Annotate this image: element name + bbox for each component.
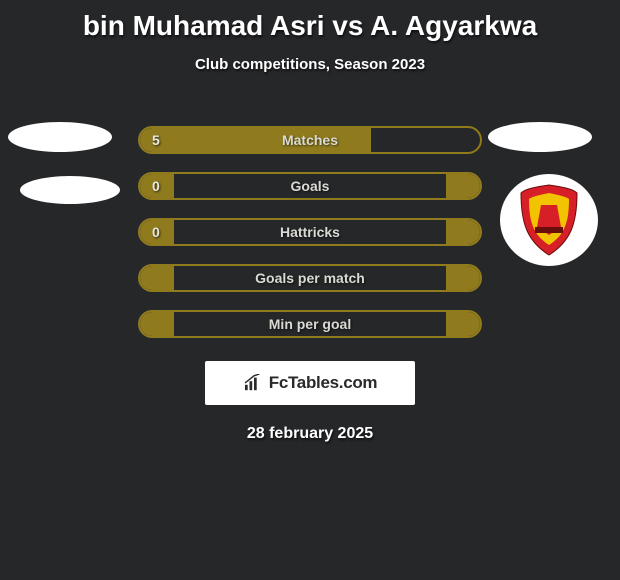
stat-bar-fill-right [446, 266, 480, 290]
stat-bar-fill-left [140, 266, 174, 290]
stat-row-matches: 5 Matches [0, 117, 620, 163]
stat-bar-fill-right [446, 174, 480, 198]
stat-left-value: 0 [152, 178, 160, 194]
date-label: 28 february 2025 [0, 425, 620, 443]
page-title: bin Muhamad Asri vs A. Agyarkwa [0, 0, 620, 42]
stat-left-value: 5 [152, 132, 160, 148]
stat-label: Goals per match [255, 270, 365, 286]
stat-bar-track: Matches [138, 126, 482, 154]
stat-label: Hattricks [280, 224, 340, 240]
subtitle: Club competitions, Season 2023 [0, 56, 620, 73]
branding-text: FcTables.com [269, 373, 378, 393]
stat-label: Matches [282, 132, 338, 148]
stat-row-goals-per-match: Goals per match [0, 255, 620, 301]
branding-badge[interactable]: FcTables.com [205, 361, 415, 405]
stat-bar-track: Goals per match [138, 264, 482, 292]
stat-row-goals: 0 Goals [0, 163, 620, 209]
stat-bar-fill-right [446, 312, 480, 336]
stat-bar-fill-left [140, 312, 174, 336]
stat-label: Min per goal [269, 316, 351, 332]
stat-row-min-per-goal: Min per goal [0, 301, 620, 347]
stat-label: Goals [291, 178, 330, 194]
branding-chart-icon [243, 374, 265, 392]
stat-bar-fill-right [446, 220, 480, 244]
stat-bar-track: Goals [138, 172, 482, 200]
stat-left-value: 0 [152, 224, 160, 240]
stats-section: 5 Matches 0 Goals 0 Hattricks Goal [0, 117, 620, 347]
stat-bar-track: Hattricks [138, 218, 482, 246]
stat-bar-track: Min per goal [138, 310, 482, 338]
stat-row-hattricks: 0 Hattricks [0, 209, 620, 255]
